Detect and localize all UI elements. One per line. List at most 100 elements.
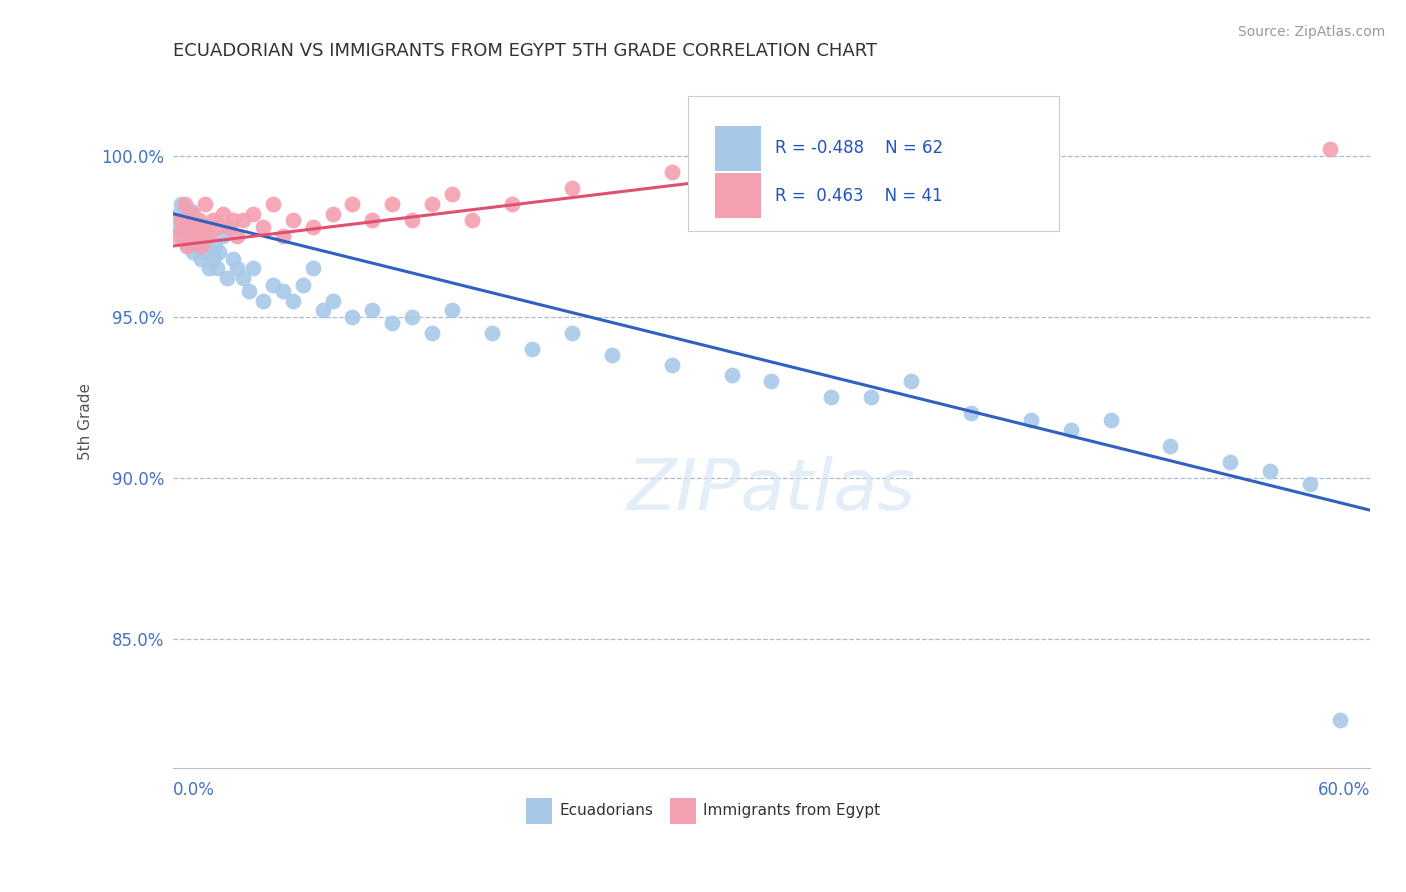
Point — [1099, 413, 1122, 427]
Point — [222, 252, 245, 266]
Point — [262, 197, 284, 211]
Point — [661, 165, 683, 179]
Point — [215, 271, 238, 285]
Point — [501, 197, 523, 211]
Text: Ecuadorians: Ecuadorians — [560, 804, 654, 818]
Point — [198, 229, 221, 244]
Text: Source: ZipAtlas.com: Source: ZipAtlas.com — [1237, 25, 1385, 39]
Point — [172, 229, 194, 244]
Point — [361, 213, 384, 227]
Point — [322, 293, 344, 308]
Point — [187, 219, 209, 234]
Point — [720, 368, 742, 382]
Point — [281, 293, 304, 308]
Point — [481, 326, 503, 340]
FancyBboxPatch shape — [688, 96, 1059, 231]
Point — [561, 326, 583, 340]
Point — [441, 303, 464, 318]
Point — [190, 252, 212, 266]
Point — [172, 219, 194, 234]
Point — [180, 203, 202, 218]
Point — [181, 245, 204, 260]
Point — [174, 197, 197, 211]
Point — [342, 310, 364, 324]
Point — [201, 213, 224, 227]
Point — [381, 197, 404, 211]
Text: 60.0%: 60.0% — [1317, 780, 1369, 798]
Point — [1258, 465, 1281, 479]
Point — [342, 197, 364, 211]
Point — [190, 239, 212, 253]
Point — [401, 213, 423, 227]
Point — [252, 293, 274, 308]
Point — [194, 245, 217, 260]
Text: ECUADORIAN VS IMMIGRANTS FROM EGYPT 5TH GRADE CORRELATION CHART: ECUADORIAN VS IMMIGRANTS FROM EGYPT 5TH … — [173, 42, 877, 60]
Point — [198, 261, 221, 276]
Point — [186, 229, 208, 244]
Point — [1219, 455, 1241, 469]
Point — [301, 219, 323, 234]
Point — [225, 261, 247, 276]
Point — [1299, 477, 1322, 491]
Point — [200, 245, 222, 260]
Point — [1329, 713, 1351, 727]
Point — [201, 252, 224, 266]
FancyBboxPatch shape — [526, 797, 553, 824]
Point — [205, 261, 228, 276]
Point — [381, 316, 404, 330]
Point — [1159, 439, 1181, 453]
Point — [420, 326, 443, 340]
Text: 0.0%: 0.0% — [173, 780, 215, 798]
Y-axis label: 5th Grade: 5th Grade — [79, 383, 93, 460]
Point — [860, 390, 883, 404]
Point — [218, 219, 240, 234]
Point — [174, 213, 197, 227]
Point — [461, 213, 484, 227]
Point — [195, 229, 218, 244]
Point — [271, 229, 294, 244]
Point — [520, 342, 543, 356]
Point — [191, 219, 214, 234]
Point — [208, 245, 231, 260]
Point — [238, 284, 260, 298]
Point — [761, 374, 783, 388]
Point — [361, 303, 384, 318]
Point — [177, 219, 200, 234]
Point — [441, 187, 464, 202]
Point — [322, 207, 344, 221]
Point — [600, 349, 623, 363]
Point — [184, 229, 207, 244]
Point — [187, 213, 209, 227]
Point — [761, 165, 783, 179]
Point — [401, 310, 423, 324]
Point — [820, 390, 842, 404]
Point — [180, 229, 202, 244]
Point — [166, 219, 188, 234]
Point — [960, 407, 983, 421]
FancyBboxPatch shape — [716, 126, 761, 170]
Point — [311, 303, 333, 318]
Point — [1059, 423, 1081, 437]
Point — [222, 213, 245, 227]
Point — [420, 197, 443, 211]
Point — [176, 239, 198, 253]
Point — [661, 358, 683, 372]
Point — [1019, 413, 1042, 427]
Point — [205, 219, 228, 234]
Point — [1319, 142, 1341, 156]
Point — [211, 207, 233, 221]
FancyBboxPatch shape — [716, 173, 761, 218]
Point — [204, 239, 226, 253]
Point — [225, 229, 247, 244]
Point — [252, 219, 274, 234]
Point — [167, 207, 190, 221]
Point — [184, 219, 207, 234]
Point — [271, 284, 294, 298]
Point — [191, 235, 214, 250]
Point — [211, 229, 233, 244]
Point — [281, 213, 304, 227]
Point — [194, 197, 217, 211]
Point — [291, 277, 314, 292]
Point — [176, 239, 198, 253]
Text: R = -0.488    N = 62: R = -0.488 N = 62 — [775, 139, 943, 157]
